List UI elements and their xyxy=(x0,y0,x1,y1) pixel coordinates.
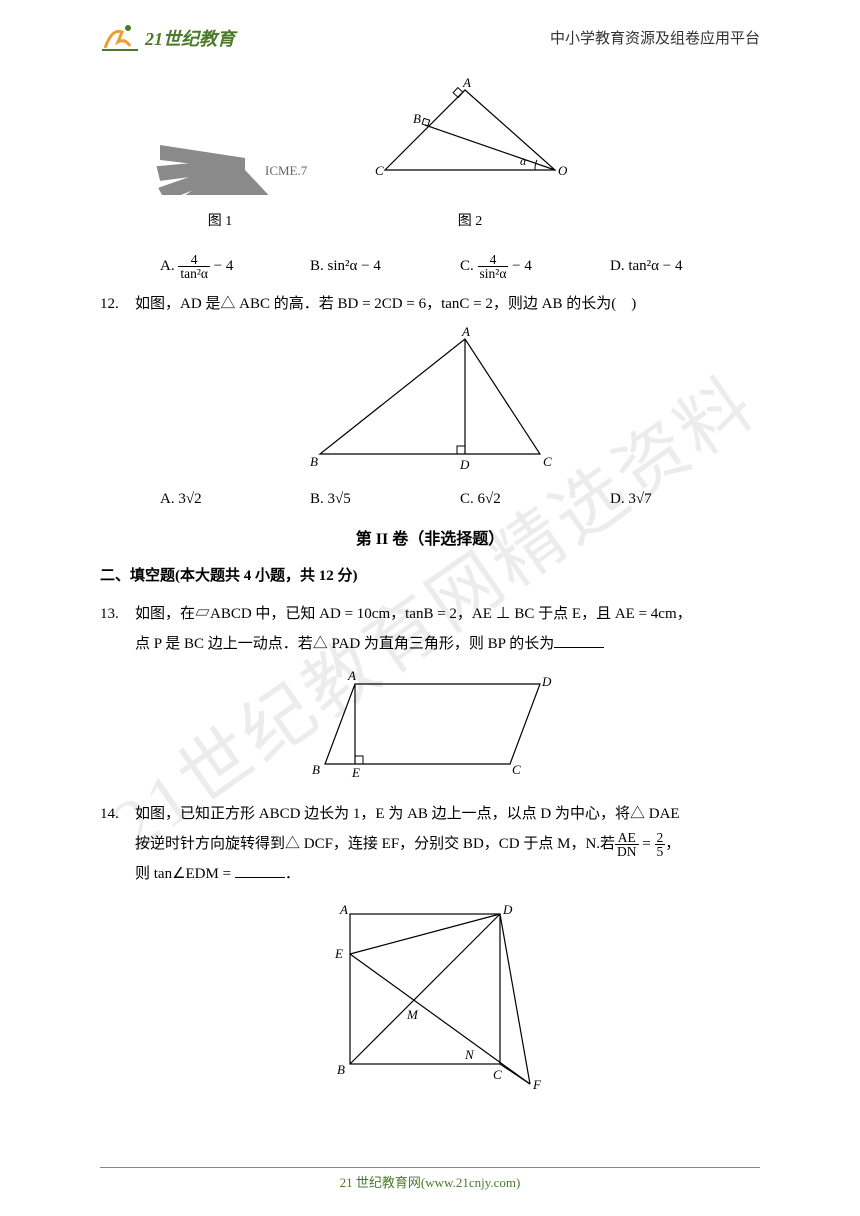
q12-number: 12. xyxy=(100,289,135,319)
q14-eq: = xyxy=(639,836,655,852)
logo-text: 21世纪教育 xyxy=(145,25,235,51)
footer-divider xyxy=(100,1167,760,1168)
section-2-title: 第 II 卷（非选择题） xyxy=(100,524,760,556)
opt-C-letter: C. xyxy=(460,258,474,274)
point-B: B xyxy=(413,111,421,126)
q14-square-svg: A D E B C F M N xyxy=(315,894,545,1104)
q12-triangle-svg: A B C D xyxy=(300,324,560,474)
opt-C-tail: − 4 xyxy=(508,258,531,274)
q13-body: 如图，在▱ABCD 中，已知 AD = 10cm，tanB = 2，AE ⊥ B… xyxy=(135,599,760,659)
q14-body: 如图，已知正方形 ABCD 边长为 1，E 为 AB 边上一点，以点 D 为中心… xyxy=(135,799,760,889)
header-platform-text: 中小学教育资源及组卷应用平台 xyxy=(550,27,760,48)
q14-point-N: N xyxy=(464,1047,475,1062)
figure-2-label: 图 2 xyxy=(370,208,570,236)
q14-point-A: A xyxy=(339,902,348,917)
q12-point-D: D xyxy=(459,457,470,472)
q13-point-E: E xyxy=(351,765,360,780)
q13-line-2: 点 P 是 BC 边上一动点．若△ PAD 为直角三角形，则 BP 的长为 xyxy=(135,629,760,659)
opt-A-num: 4 xyxy=(178,253,210,268)
q14-point-E: E xyxy=(334,946,343,961)
q14-frac-num: 2 xyxy=(655,831,666,846)
q14-blank xyxy=(235,863,285,878)
q13-parallelogram-svg: A D B C E xyxy=(300,664,560,784)
q14-line-1: 如图，已知正方形 ABCD 边长为 1，E 为 AB 边上一点，以点 D 为中心… xyxy=(135,799,760,829)
question-13: 13. 如图，在▱ABCD 中，已知 AD = 10cm，tanB = 2，AE… xyxy=(100,599,760,659)
q11-option-A: A. 4tan²α − 4 xyxy=(160,251,310,281)
logo-icon xyxy=(100,20,140,55)
section-2-subtitle: 二、填空题(本大题共 4 小题，共 12 分) xyxy=(100,561,760,591)
point-C: C xyxy=(375,163,384,178)
q11-options: A. 4tan²α − 4 B. sin²α − 4 C. 4sin²α − 4… xyxy=(160,251,760,281)
q14-point-D: D xyxy=(502,902,513,917)
q14-frac-den: 5 xyxy=(655,845,666,859)
figure-2-svg: A B C O α xyxy=(370,75,570,195)
point-O: O xyxy=(558,163,568,178)
figure-1-label: 图 1 xyxy=(130,208,310,236)
q12-option-C: C. 6√2 xyxy=(460,484,610,514)
q14-ratio-num: AE xyxy=(615,831,639,846)
q11-option-C: C. 4sin²α − 4 xyxy=(460,251,610,281)
q12-options: A. 3√2 B. 3√5 C. 6√2 D. 3√7 xyxy=(160,484,760,514)
q13-line-2-text: 点 P 是 BC 边上一动点．若△ PAD 为直角三角形，则 BP 的长为 xyxy=(135,636,554,652)
q14-line-2: 按逆时针方向旋转得到△ DCF，连接 EF，分别交 BD，CD 于点 M，N.若… xyxy=(135,829,760,859)
q12-option-A: A. 3√2 xyxy=(160,484,310,514)
q14-line-3: 则 tan∠EDM = ． xyxy=(135,859,760,889)
q12-text: 如图，AD 是△ ABC 的高．若 BD = 2CD = 6，tanC = 2，… xyxy=(135,289,760,319)
page-header: 21世纪教育 中小学教育资源及组卷应用平台 xyxy=(0,0,860,65)
q14-ratio-den: DN xyxy=(615,845,639,859)
angle-alpha: α xyxy=(520,154,527,168)
q14-point-B: B xyxy=(337,1062,345,1077)
question-12: 12. 如图，AD 是△ ABC 的高．若 BD = 2CD = 6，tanC … xyxy=(100,289,760,319)
q13-point-D: D xyxy=(541,674,552,689)
q11-option-B: B. sin²α − 4 xyxy=(310,251,460,281)
q14-tail: ， xyxy=(665,836,680,852)
page-footer: 21 世纪教育网(www.21cnjy.com) xyxy=(0,1167,860,1191)
logo-section: 21世纪教育 xyxy=(100,20,235,55)
footer-text: 21 世纪教育网(www.21cnjy.com) xyxy=(100,1172,760,1191)
q14-number: 14. xyxy=(100,799,135,889)
q12-point-B: B xyxy=(310,454,318,469)
q12-point-A: A xyxy=(461,324,470,339)
q14-line-2a: 按逆时针方向旋转得到△ DCF，连接 EF，分别交 BD，CD 于点 M，N.若 xyxy=(135,836,615,852)
q14-point-C: C xyxy=(493,1067,502,1082)
q14-line-3-text: 则 tan∠EDM = xyxy=(135,866,235,882)
q13-blank xyxy=(554,633,604,648)
q12-option-D: D. 3√7 xyxy=(610,484,760,514)
q14-line-3-tail: ． xyxy=(285,866,300,882)
main-content: ICME.7 图 1 A B C O α 图 2 A. 4tan²α − 4 xyxy=(0,75,860,1104)
point-A: A xyxy=(462,75,471,90)
q14-point-M: M xyxy=(406,1007,419,1022)
q13-number: 13. xyxy=(100,599,135,659)
q13-point-B: B xyxy=(312,762,320,777)
q12-option-B: B. 3√5 xyxy=(310,484,460,514)
opt-C-num: 4 xyxy=(478,253,509,268)
figure-1: ICME.7 图 1 xyxy=(130,75,310,236)
q13-point-A: A xyxy=(347,668,356,683)
figures-row: ICME.7 图 1 A B C O α 图 2 xyxy=(130,75,730,236)
q13-point-C: C xyxy=(512,762,521,777)
opt-A-den: tan²α xyxy=(178,267,210,281)
question-14: 14. 如图，已知正方形 ABCD 边长为 1，E 为 AB 边上一点，以点 D… xyxy=(100,799,760,889)
figure-2: A B C O α 图 2 xyxy=(370,75,570,236)
q11-option-D: D. tan²α − 4 xyxy=(610,251,760,281)
q14-point-F: F xyxy=(532,1077,542,1092)
opt-A-tail: − 4 xyxy=(210,258,233,274)
q12-point-C: C xyxy=(543,454,552,469)
icme-label: ICME.7 xyxy=(265,163,308,178)
opt-C-den: sin²α xyxy=(478,267,509,281)
figure-1-svg: ICME.7 xyxy=(130,75,310,195)
q13-line-1: 如图，在▱ABCD 中，已知 AD = 10cm，tanB = 2，AE ⊥ B… xyxy=(135,599,760,629)
opt-A-letter: A. xyxy=(160,258,175,274)
